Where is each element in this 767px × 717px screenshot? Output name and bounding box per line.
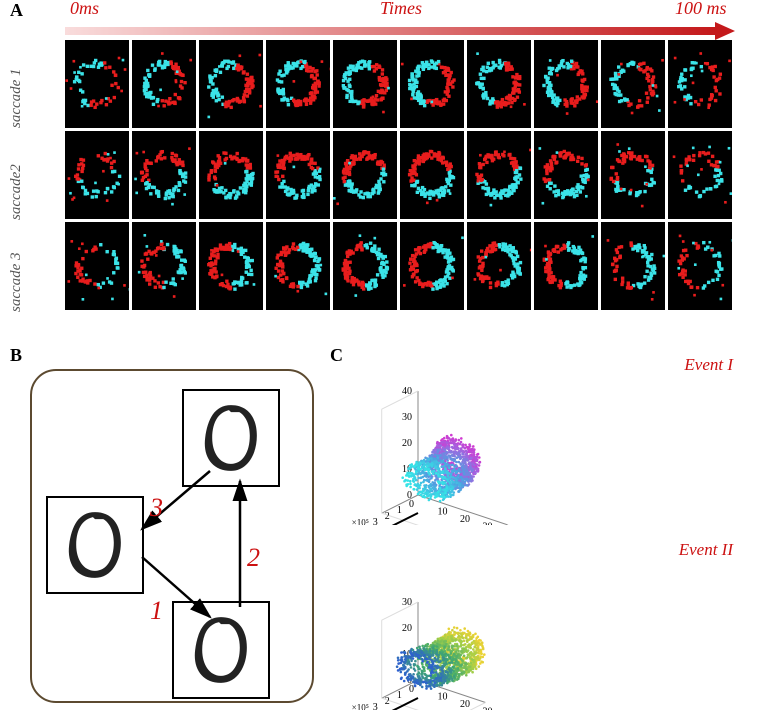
time-end: 100 ms	[675, 0, 727, 19]
svg-text:30: 30	[483, 707, 493, 711]
svg-text:2: 2	[385, 696, 390, 707]
svg-text:20: 20	[460, 699, 470, 710]
event-frame-grid	[65, 40, 732, 313]
event-frame	[199, 40, 263, 128]
event-frame	[534, 40, 598, 128]
event-frame	[601, 131, 665, 219]
svg-text:40: 40	[402, 386, 412, 397]
event-frame	[467, 40, 531, 128]
digit-thumb	[172, 601, 270, 699]
event-frame	[601, 40, 665, 128]
time-arrow	[65, 22, 735, 40]
svg-text:20: 20	[402, 623, 412, 634]
svg-text:30: 30	[402, 412, 412, 423]
event-frame	[199, 131, 263, 219]
panel-c: C 010203040102030400123Tims(ms)×10⁵ Even…	[330, 345, 760, 715]
event-row	[65, 40, 732, 128]
panel-a: A 0ms Times 100 ms saccade 1 saccade2 sa…	[10, 0, 757, 335]
svg-text:0: 0	[409, 499, 414, 510]
svg-text:30: 30	[402, 597, 412, 608]
event-frame	[132, 40, 196, 128]
event-frame	[65, 40, 129, 128]
event-frame	[266, 131, 330, 219]
svg-text:20: 20	[402, 438, 412, 449]
event1-title: Event I	[684, 355, 733, 375]
event-frame	[266, 40, 330, 128]
event-row	[65, 131, 732, 219]
svg-text:0: 0	[409, 684, 414, 695]
svg-text:1: 1	[397, 690, 402, 701]
svg-text:3: 3	[373, 702, 378, 710]
event-frame	[467, 131, 531, 219]
event-row	[65, 222, 732, 310]
event-frame	[199, 222, 263, 310]
saccade-number: 2	[247, 543, 260, 573]
digit-thumb	[46, 496, 144, 594]
svg-text:×10⁵: ×10⁵	[352, 518, 369, 525]
event-frame	[668, 40, 732, 128]
saccade-number: 1	[150, 596, 163, 626]
scatter3d-event1: 010203040102030400123Tims(ms)×10⁵ Event …	[348, 355, 753, 525]
event-frame	[668, 131, 732, 219]
time-start: 0ms	[70, 0, 99, 19]
event-frame	[534, 131, 598, 219]
scientific-figure: A 0ms Times 100 ms saccade 1 saccade2 sa…	[0, 0, 767, 717]
event-frame	[333, 222, 397, 310]
time-title: Times	[380, 0, 422, 19]
svg-text:10: 10	[438, 507, 448, 518]
panel-b-box: 1 2 3	[30, 369, 314, 703]
svg-text:3: 3	[373, 517, 378, 525]
row-label-3: saccade 3	[8, 292, 25, 312]
event-frame	[400, 131, 464, 219]
event-frame	[467, 222, 531, 310]
panel-b: B 1 2 3	[10, 345, 320, 705]
panel-a-label: A	[10, 0, 23, 21]
event-frame	[132, 131, 196, 219]
event-frame	[65, 222, 129, 310]
event-frame	[534, 222, 598, 310]
event-frame	[333, 40, 397, 128]
svg-text:2: 2	[385, 511, 390, 522]
saccade-number: 3	[150, 493, 163, 523]
svg-text:1: 1	[397, 505, 402, 516]
panel-b-label: B	[10, 345, 22, 366]
svg-text:30: 30	[483, 522, 493, 526]
event2-title: Event II	[679, 540, 733, 560]
event-frame	[668, 222, 732, 310]
event-frame	[400, 40, 464, 128]
panel-c-label: C	[330, 345, 343, 366]
event-frame	[132, 222, 196, 310]
digit-thumb	[182, 389, 280, 487]
event-frame	[266, 222, 330, 310]
svg-text:×10⁵: ×10⁵	[352, 703, 369, 710]
event-frame	[400, 222, 464, 310]
row-label-2: saccade2	[8, 200, 25, 220]
svg-text:20: 20	[460, 514, 470, 525]
row-label-1: saccade 1	[8, 108, 25, 128]
event-frame	[601, 222, 665, 310]
svg-text:10: 10	[438, 692, 448, 703]
event-frame	[65, 131, 129, 219]
scatter3d-event2: 01020301020300123Tims(ms)×10⁵ Event II	[348, 540, 753, 710]
event-frame	[333, 131, 397, 219]
